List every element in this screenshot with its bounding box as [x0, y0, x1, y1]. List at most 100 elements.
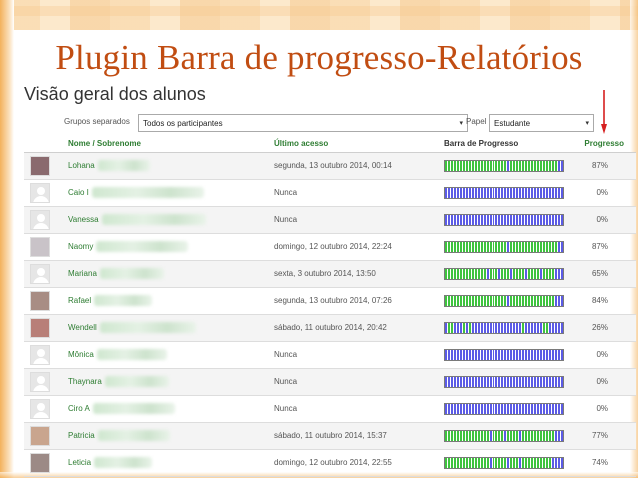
activity-completed-segment[interactable]: [474, 430, 478, 441]
activity-completed-segment[interactable]: [513, 430, 517, 441]
activity-pending-segment[interactable]: [456, 403, 460, 414]
activity-pending-segment[interactable]: [528, 322, 532, 333]
activity-pending-segment[interactable]: [450, 349, 454, 360]
activity-completed-segment[interactable]: [531, 268, 535, 279]
default-user-icon[interactable]: [30, 344, 50, 365]
student-name-link[interactable]: Wendell: [68, 323, 97, 332]
activity-pending-segment[interactable]: [554, 268, 558, 279]
activity-completed-segment[interactable]: [513, 160, 517, 171]
activity-pending-segment[interactable]: [474, 376, 478, 387]
activity-completed-segment[interactable]: [542, 457, 546, 468]
activity-pending-segment[interactable]: [531, 214, 535, 225]
activity-completed-segment[interactable]: [453, 268, 457, 279]
activity-pending-segment[interactable]: [557, 430, 561, 441]
activity-pending-segment[interactable]: [510, 349, 514, 360]
activity-completed-segment[interactable]: [504, 241, 508, 252]
activity-pending-segment[interactable]: [465, 403, 469, 414]
activity-pending-segment[interactable]: [486, 376, 490, 387]
activity-pending-segment[interactable]: [489, 430, 493, 441]
activity-completed-segment[interactable]: [525, 295, 529, 306]
activity-completed-segment[interactable]: [447, 160, 451, 171]
activity-completed-segment[interactable]: [498, 457, 502, 468]
activity-completed-segment[interactable]: [471, 268, 475, 279]
activity-pending-segment[interactable]: [557, 268, 561, 279]
activity-pending-segment[interactable]: [534, 376, 538, 387]
activity-completed-segment[interactable]: [492, 160, 496, 171]
activity-pending-segment[interactable]: [468, 403, 472, 414]
activity-pending-segment[interactable]: [462, 403, 466, 414]
activity-completed-segment[interactable]: [534, 160, 538, 171]
activity-completed-segment[interactable]: [522, 430, 526, 441]
activity-pending-segment[interactable]: [554, 322, 558, 333]
activity-pending-segment[interactable]: [495, 322, 499, 333]
activity-completed-segment[interactable]: [534, 295, 538, 306]
activity-pending-segment[interactable]: [480, 349, 484, 360]
activity-pending-segment[interactable]: [507, 187, 511, 198]
activity-pending-segment[interactable]: [489, 457, 493, 468]
activity-pending-segment[interactable]: [445, 349, 448, 360]
activity-pending-segment[interactable]: [474, 403, 478, 414]
activity-completed-segment[interactable]: [450, 160, 454, 171]
activity-completed-segment[interactable]: [504, 160, 508, 171]
activity-completed-segment[interactable]: [450, 457, 454, 468]
activity-pending-segment[interactable]: [474, 187, 478, 198]
activity-completed-segment[interactable]: [542, 295, 546, 306]
activity-completed-segment[interactable]: [456, 241, 460, 252]
activity-pending-segment[interactable]: [471, 187, 475, 198]
activity-completed-segment[interactable]: [480, 241, 484, 252]
activity-pending-segment[interactable]: [537, 187, 540, 198]
activity-completed-segment[interactable]: [545, 268, 549, 279]
activity-pending-segment[interactable]: [560, 187, 563, 198]
activity-completed-segment[interactable]: [531, 241, 535, 252]
activity-completed-segment[interactable]: [465, 268, 469, 279]
activity-completed-segment[interactable]: [474, 241, 478, 252]
activity-pending-segment[interactable]: [540, 214, 543, 225]
activity-pending-segment[interactable]: [456, 322, 460, 333]
activity-pending-segment[interactable]: [560, 214, 563, 225]
student-name-link[interactable]: Ciro A: [68, 404, 90, 413]
last-access-column-header[interactable]: Último acesso: [274, 136, 444, 153]
activity-completed-segment[interactable]: [462, 241, 466, 252]
activity-pending-segment[interactable]: [456, 187, 460, 198]
activity-completed-segment[interactable]: [537, 160, 540, 171]
activity-pending-segment[interactable]: [498, 187, 502, 198]
activity-completed-segment[interactable]: [447, 241, 451, 252]
activity-completed-segment[interactable]: [537, 457, 540, 468]
activity-pending-segment[interactable]: [519, 430, 523, 441]
activity-completed-segment[interactable]: [516, 457, 520, 468]
activity-pending-segment[interactable]: [540, 268, 543, 279]
activity-completed-segment[interactable]: [551, 241, 555, 252]
activity-pending-segment[interactable]: [453, 403, 457, 414]
activity-pending-segment[interactable]: [542, 214, 546, 225]
activity-completed-segment[interactable]: [447, 295, 451, 306]
activity-pending-segment[interactable]: [557, 160, 561, 171]
activity-completed-segment[interactable]: [483, 160, 487, 171]
activity-pending-segment[interactable]: [537, 403, 540, 414]
activity-completed-segment[interactable]: [471, 430, 475, 441]
activity-completed-segment[interactable]: [542, 241, 546, 252]
activity-completed-segment[interactable]: [540, 457, 543, 468]
activity-completed-segment[interactable]: [453, 160, 457, 171]
activity-completed-segment[interactable]: [468, 322, 472, 333]
activity-completed-segment[interactable]: [542, 268, 546, 279]
activity-pending-segment[interactable]: [468, 187, 472, 198]
activity-completed-segment[interactable]: [456, 457, 460, 468]
user-photo-avatar[interactable]: [30, 236, 50, 257]
activity-pending-segment[interactable]: [507, 322, 511, 333]
activity-pending-segment[interactable]: [540, 403, 543, 414]
activity-pending-segment[interactable]: [545, 403, 549, 414]
activity-completed-segment[interactable]: [483, 295, 487, 306]
activity-pending-segment[interactable]: [489, 349, 493, 360]
activity-pending-segment[interactable]: [551, 376, 555, 387]
activity-completed-segment[interactable]: [471, 160, 475, 171]
activity-pending-segment[interactable]: [531, 349, 535, 360]
activity-pending-segment[interactable]: [513, 187, 517, 198]
activity-pending-segment[interactable]: [477, 349, 481, 360]
activity-completed-segment[interactable]: [456, 160, 460, 171]
activity-completed-segment[interactable]: [522, 160, 526, 171]
activity-pending-segment[interactable]: [489, 322, 493, 333]
activity-pending-segment[interactable]: [560, 403, 563, 414]
activity-completed-segment[interactable]: [447, 457, 451, 468]
activity-completed-segment[interactable]: [495, 457, 499, 468]
activity-completed-segment[interactable]: [510, 295, 514, 306]
